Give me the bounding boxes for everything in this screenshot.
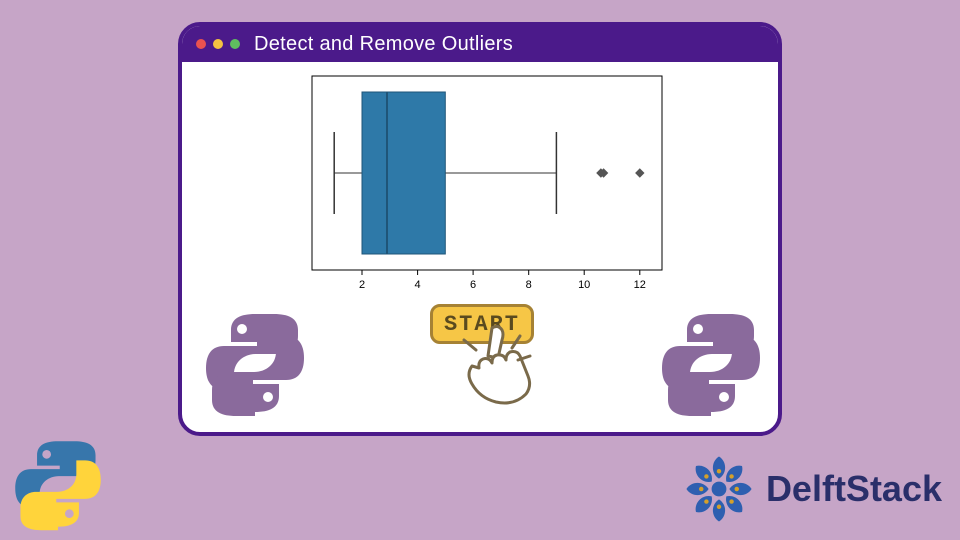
window-titlebar: Detect and Remove Outliers xyxy=(182,26,778,62)
window-title: Detect and Remove Outliers xyxy=(254,33,513,56)
python-logo-icon xyxy=(10,436,106,532)
xtick-label: 12 xyxy=(634,279,646,291)
xtick-label: 10 xyxy=(578,279,590,291)
brand-name: DelftStack xyxy=(766,468,942,510)
xtick-label: 6 xyxy=(470,279,476,291)
xtick-label: 4 xyxy=(415,279,421,291)
boxplot-chart: 2 4 6 8 10 12 xyxy=(292,70,672,300)
pointing-hand-icon xyxy=(458,322,538,412)
app-window: Detect and Remove Outliers xyxy=(178,22,782,436)
close-dot[interactable] xyxy=(196,39,206,49)
brand-lockup: DelftStack xyxy=(682,452,942,526)
xtick-label: 8 xyxy=(526,279,532,291)
delftstack-logo-icon xyxy=(682,452,756,526)
minimize-dot[interactable] xyxy=(213,39,223,49)
maximize-dot[interactable] xyxy=(230,39,240,49)
python-icon xyxy=(200,308,310,418)
python-icon xyxy=(656,308,766,418)
boxplot-svg: 2 4 6 8 10 12 xyxy=(292,70,672,300)
window-dots xyxy=(196,39,240,49)
xtick-label: 2 xyxy=(359,279,365,291)
